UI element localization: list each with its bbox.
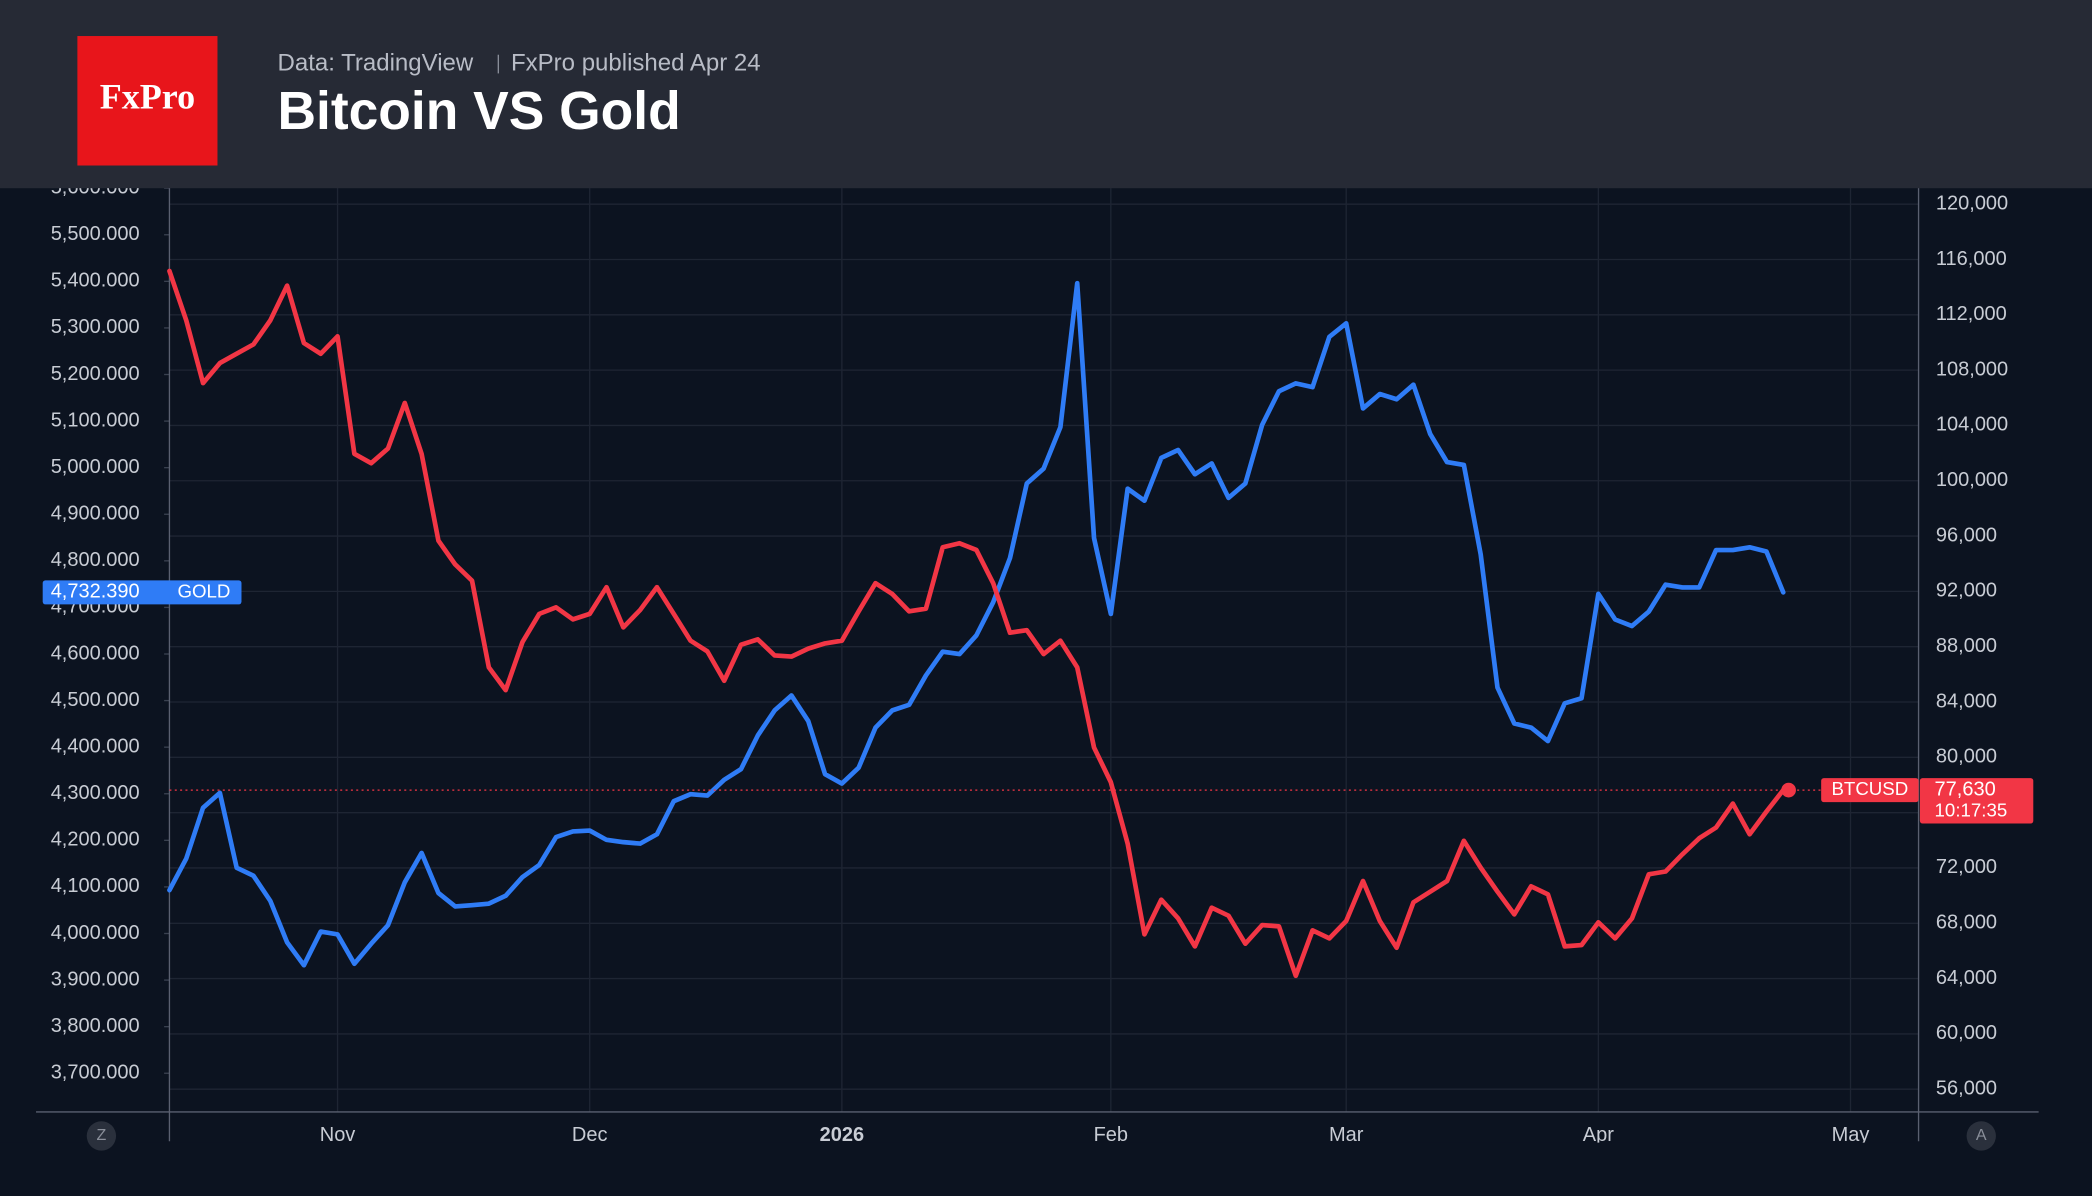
y-tick-label: 5,500.000 [51, 223, 140, 245]
y-tick-label: 3,700.000 [51, 1062, 140, 1084]
x-tick-label: Nov [320, 1124, 356, 1146]
logo: FxPro [100, 76, 195, 116]
x-tick-label: Apr [1583, 1124, 1614, 1146]
control-label[interactable]: A [1976, 1127, 1987, 1144]
y2-tick-label: 92,000 [1936, 580, 1997, 602]
series-line [167, 280, 1786, 968]
y2-tick-label: 68,000 [1936, 912, 1997, 934]
y2-tick-label: 88,000 [1936, 635, 1997, 657]
plot-area: 56,00060,00064,00068,00072,00076,00080,0… [36, 176, 2039, 1146]
chart-title: Bitcoin VS Gold [278, 82, 681, 141]
series-line [167, 268, 1786, 979]
control-button[interactable] [1966, 1121, 1996, 1151]
x-tick-label: May [1832, 1124, 1870, 1146]
header-bar [0, 0, 2092, 189]
y2-tick-label: 112,000 [1936, 303, 2007, 325]
value-tag [1919, 778, 2034, 824]
series-name: GOLD [177, 580, 230, 601]
value-tag [42, 580, 242, 605]
y-tick-label: 5,400.000 [51, 270, 140, 292]
logo-box [77, 36, 218, 166]
published: FxPro published Apr 24 [511, 49, 761, 76]
source: Data: TradingView [278, 49, 474, 76]
y-tick-label: 5,100.000 [51, 409, 140, 431]
y-tick-label: 4,600.000 [51, 642, 140, 664]
control-label[interactable]: Z [97, 1127, 107, 1144]
y-tick-label: 5,300.000 [51, 316, 140, 338]
name-tag [1821, 778, 1919, 803]
y2-tick-label: 108,000 [1936, 358, 2008, 380]
y2-tick-label: 100,000 [1936, 469, 2008, 491]
y2-tick-label: 56,000 [1936, 1078, 1997, 1100]
y-tick-label: 4,400.000 [51, 735, 140, 757]
y2-tick-label: 72,000 [1936, 856, 1997, 878]
y2-tick-label: 84,000 [1936, 690, 1997, 712]
y-tick-label: 3,800.000 [51, 1015, 140, 1037]
y-tick-label: 5,200.000 [51, 363, 140, 385]
y2-tick-label: 96,000 [1936, 524, 1997, 546]
y2-tick-label: 64,000 [1936, 967, 1997, 989]
y-tick-label: 4,100.000 [51, 875, 140, 897]
y-tick-label: 4,900.000 [51, 503, 140, 525]
x-tick-label: Feb [1094, 1124, 1128, 1146]
control-button[interactable] [86, 1121, 117, 1151]
x-tick-label: 2026 [820, 1124, 864, 1146]
y2-tick-label: 120,000 [1936, 192, 2008, 214]
x-tick-label: Mar [1329, 1124, 1364, 1146]
y2-tick-label: 104,000 [1936, 414, 2008, 436]
y-tick-label: 4,800.000 [51, 549, 140, 571]
y-tick-label: 4,200.000 [51, 829, 140, 851]
value-label: 4,732.390 [51, 581, 140, 603]
y2-tick-label: 60,000 [1936, 1022, 1997, 1044]
bottom-band [0, 1142, 2092, 1196]
y-tick-label: 4,500.000 [51, 689, 140, 711]
y-tick-label: 3,900.000 [51, 968, 140, 990]
y2-tick-label: 116,000 [1936, 248, 2007, 270]
series-name: BTCUSD [1831, 778, 1908, 799]
countdown: 10:17:35 [1935, 799, 2008, 820]
y2-tick-label: 80,000 [1936, 746, 1997, 768]
y-tick-label: 4,300.000 [51, 782, 140, 804]
x-tick-label: Dec [572, 1124, 608, 1146]
last-point [1781, 782, 1796, 798]
y-tick-label: 4,000.000 [51, 922, 140, 944]
value-label: 77,630 [1935, 778, 1996, 800]
y-tick-label: 5,000.000 [51, 456, 140, 478]
